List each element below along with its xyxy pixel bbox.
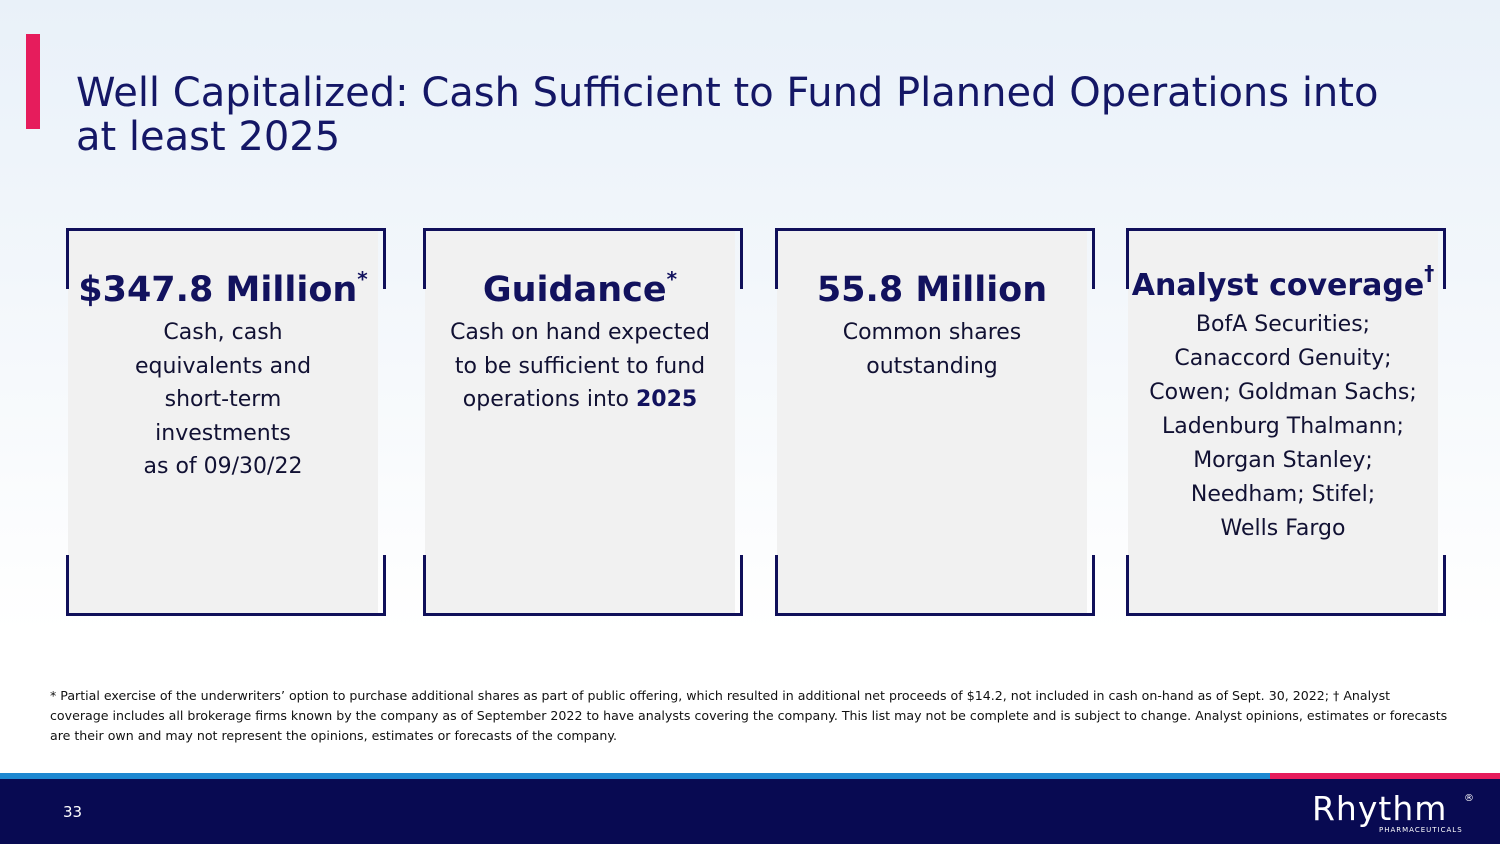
card-headline: $347.8 Million* <box>78 267 368 310</box>
logo-registered-mark: ® <box>1464 793 1474 804</box>
card-bracket-bottom <box>775 555 1095 616</box>
card-line: outstanding <box>866 353 998 379</box>
footnote-marker: † <box>1424 261 1435 285</box>
card-bracket-top <box>775 228 1095 289</box>
footnote-marker: * <box>666 267 678 291</box>
card-content: Analyst coverage† BofA Securities; Canac… <box>1128 261 1438 546</box>
card-line: Wells Fargo <box>1220 516 1346 541</box>
card-background <box>425 230 735 614</box>
title-accent-bar <box>26 34 40 129</box>
card-headline: Analyst coverage† <box>1131 261 1435 303</box>
logo-subtitle: PHARMACEUTICALS <box>1379 826 1463 834</box>
card-line: to be sufficient to fund <box>454 353 706 379</box>
footer-stripe-blue <box>0 773 1270 779</box>
card-line: short-term <box>164 387 282 412</box>
card-headline: Guidance* <box>482 267 678 310</box>
card-background <box>1128 230 1438 614</box>
card-bracket-top <box>423 228 743 289</box>
card-line: Cash, cash <box>163 320 283 345</box>
slide-title: Well Capitalized: Cash Sufficient to Fun… <box>76 69 1379 160</box>
card-bracket-bottom <box>1126 555 1446 616</box>
card-line: operations into 2025 <box>462 387 698 412</box>
card-content: 55.8 Million Common shares outstanding <box>783 268 1081 383</box>
card-guidance: Guidance* Cash on hand expected to be su… <box>423 228 743 616</box>
card-line: Morgan Stanley; <box>1193 448 1373 473</box>
company-logo: Rhythm ® PHARMACEUTICALS <box>1312 789 1474 839</box>
card-shares: 55.8 Million Common shares outstanding <box>775 228 1095 616</box>
card-background <box>68 230 378 614</box>
card-analyst-coverage: Analyst coverage† BofA Securities; Canac… <box>1126 228 1446 616</box>
card-content: Guidance* Cash on hand expected to be su… <box>431 268 729 417</box>
card-body: Common shares outstanding <box>783 316 1081 383</box>
card-line: Cowen; Goldman Sachs; <box>1149 380 1417 405</box>
card-bracket-top <box>66 228 386 289</box>
logo-wordmark: Rhythm <box>1312 789 1448 828</box>
card-background <box>777 230 1087 614</box>
footer-bar: 33 Rhythm ® PHARMACEUTICALS <box>0 779 1500 844</box>
footnote: * Partial exercise of the underwriters’ … <box>50 688 1448 743</box>
card-line: equivalents and <box>134 353 312 379</box>
card-line: investments <box>155 420 291 446</box>
card-line: Needham; Stifel; <box>1190 482 1376 507</box>
card-body: Cash, cash equivalents and short-term in… <box>74 316 372 484</box>
card-line: as of 09/30/22 <box>143 454 303 479</box>
card-line: Common shares <box>842 320 1022 345</box>
card-content: $347.8 Million* Cash, cash equivalents a… <box>74 268 372 484</box>
footer-stripe-pink <box>1270 773 1500 779</box>
page-number: 33 <box>63 803 83 821</box>
card-headline: 55.8 Million <box>816 270 1048 310</box>
card-body: BofA Securities; Canaccord Genuity; Cowe… <box>1128 308 1438 546</box>
card-body: Cash on hand expected to be sufficient t… <box>431 316 729 417</box>
card-line: Ladenburg Thalmann; <box>1162 414 1404 439</box>
card-line: Canaccord Genuity; <box>1174 346 1392 371</box>
card-cash: $347.8 Million* Cash, cash equivalents a… <box>66 228 386 616</box>
card-line: BofA Securities; <box>1195 312 1371 337</box>
card-line: Cash on hand expected <box>450 320 710 345</box>
card-bracket-bottom <box>423 555 743 616</box>
card-bracket-top <box>1126 228 1446 289</box>
guidance-year: 2025 <box>635 387 698 412</box>
footnote-marker: * <box>357 267 368 291</box>
card-bracket-bottom <box>66 555 386 616</box>
